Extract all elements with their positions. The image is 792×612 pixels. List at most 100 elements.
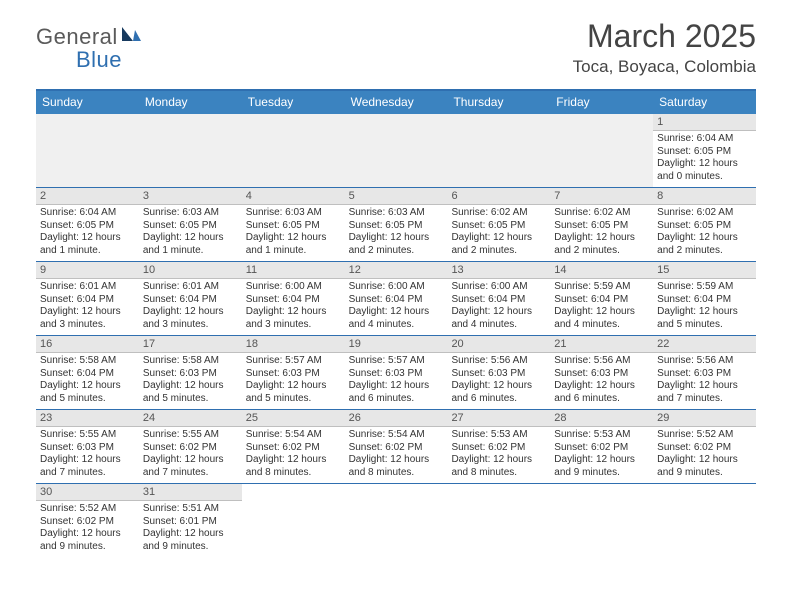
sunrise-text: Sunrise: 5:59 AM (653, 281, 756, 294)
sunrise-text: Sunrise: 5:57 AM (345, 355, 448, 368)
date-number: 22 (653, 336, 756, 353)
sunset-text: Sunset: 6:03 PM (447, 368, 550, 381)
daylight-text: Daylight: 12 hours and 5 minutes. (139, 380, 242, 405)
daylight-text: Daylight: 12 hours and 3 minutes. (36, 306, 139, 331)
day-cell: 31Sunrise: 5:51 AMSunset: 6:01 PMDayligh… (139, 484, 242, 557)
daylight-text: Daylight: 12 hours and 2 minutes. (345, 232, 448, 257)
date-number: 3 (139, 188, 242, 205)
sunset-text: Sunset: 6:01 PM (139, 516, 242, 529)
date-number: 28 (550, 410, 653, 427)
sunset-text: Sunset: 6:04 PM (36, 368, 139, 381)
day-cell: 7Sunrise: 6:02 AMSunset: 6:05 PMDaylight… (550, 188, 653, 261)
dayhead-row: SundayMondayTuesdayWednesdayThursdayFrid… (36, 91, 756, 114)
dayhead-tuesday: Tuesday (242, 91, 345, 114)
week-row: 16Sunrise: 5:58 AMSunset: 6:04 PMDayligh… (36, 336, 756, 410)
sunset-text: Sunset: 6:04 PM (139, 294, 242, 307)
sail-icon (120, 25, 142, 50)
daylight-text: Daylight: 12 hours and 0 minutes. (653, 158, 756, 183)
date-number: 19 (345, 336, 448, 353)
sunset-text: Sunset: 6:03 PM (36, 442, 139, 455)
sunrise-text: Sunrise: 6:03 AM (139, 207, 242, 220)
day-cell: 19 Sunrise: 5:57 AMSunset: 6:03 PMDayligh… (345, 336, 448, 409)
date-number: 30 (36, 484, 139, 501)
sunrise-text: Sunrise: 5:53 AM (550, 429, 653, 442)
sunrise-text: Sunrise: 5:51 AM (139, 503, 242, 516)
daylight-text: Daylight: 12 hours and 4 minutes. (447, 306, 550, 331)
daylight-text: Daylight: 12 hours and 9 minutes. (653, 454, 756, 479)
daylight-text: Daylight: 12 hours and 7 minutes. (36, 454, 139, 479)
day-cell: 6 Sunrise: 6:02 AMSunset: 6:05 PMDaylight… (447, 188, 550, 261)
daylight-text: Daylight: 12 hours and 6 minutes. (345, 380, 448, 405)
calendar: SundayMondayTuesdayWednesdayThursdayFrid… (36, 89, 756, 557)
sunset-text: Sunset: 6:03 PM (550, 368, 653, 381)
sunset-text: Sunset: 6:05 PM (242, 220, 345, 233)
daylight-text: Daylight: 12 hours and 3 minutes. (242, 306, 345, 331)
day-cell: 5Sunrise: 6:03 AMSunset: 6:05 PMDaylight… (345, 188, 448, 261)
sunrise-text: Sunrise: 5:55 AM (36, 429, 139, 442)
date-number: 6 (447, 188, 550, 205)
sunrise-text: Sunrise: 6:00 AM (447, 281, 550, 294)
location: Toca, Boyaca, Colombia (573, 57, 756, 77)
dayhead-saturday: Saturday (653, 91, 756, 114)
date-number: 31 (139, 484, 242, 501)
date-number: 11 (242, 262, 345, 279)
daylight-text: Daylight: 12 hours and 4 minutes. (345, 306, 448, 331)
day-cell: 30Sunrise: 5:52 AMSunset: 6:02 PMDayligh… (36, 484, 139, 557)
sunrise-text: Sunrise: 6:04 AM (36, 207, 139, 220)
date-number: 5 (345, 188, 448, 205)
sunrise-text: Sunrise: 5:57 AM (242, 355, 345, 368)
sunset-text: Sunset: 6:05 PM (447, 220, 550, 233)
date-number: 9 (36, 262, 139, 279)
sunrise-text: Sunrise: 5:58 AM (139, 355, 242, 368)
daylight-text: Daylight: 12 hours and 7 minutes. (653, 380, 756, 405)
daylight-text: Daylight: 12 hours and 6 minutes. (447, 380, 550, 405)
empty-cell: . (447, 114, 550, 187)
sunrise-text: Sunrise: 6:02 AM (447, 207, 550, 220)
date-number: 12 (345, 262, 448, 279)
date-number: 26 (345, 410, 448, 427)
day-cell: 8Sunrise: 6:02 AMSunset: 6:05 PMDaylight… (653, 188, 756, 261)
sunset-text: Sunset: 6:02 PM (36, 516, 139, 529)
day-cell: 4Sunrise: 6:03 AMSunset: 6:05 PMDaylight… (242, 188, 345, 261)
date-number: 15 (653, 262, 756, 279)
empty-cell: . (345, 114, 448, 187)
title-block: March 2025 Toca, Boyaca, Colombia (573, 18, 756, 77)
empty-cell: . (550, 484, 653, 557)
week-row: 9Sunrise: 6:01 AMSunset: 6:04 PMDaylight… (36, 262, 756, 336)
empty-cell: . (653, 484, 756, 557)
sunset-text: Sunset: 6:04 PM (653, 294, 756, 307)
sunset-text: Sunset: 6:05 PM (653, 146, 756, 159)
sunrise-text: Sunrise: 6:01 AM (36, 281, 139, 294)
weeks-container: ......1Sunrise: 6:04 AMSunset: 6:05 PMDa… (36, 114, 756, 557)
day-cell: 25Sunrise: 5:54 AMSunset: 6:02 PMDayligh… (242, 410, 345, 483)
daylight-text: Daylight: 12 hours and 8 minutes. (447, 454, 550, 479)
date-number: 16 (36, 336, 139, 353)
date-number: 13 (447, 262, 550, 279)
sunrise-text: Sunrise: 6:02 AM (653, 207, 756, 220)
sunrise-text: Sunrise: 5:56 AM (447, 355, 550, 368)
day-cell: 21Sunrise: 5:56 AMSunset: 6:03 PMDayligh… (550, 336, 653, 409)
empty-cell: . (345, 484, 448, 557)
week-row: 2Sunrise: 6:04 AMSunset: 6:05 PMDaylight… (36, 188, 756, 262)
day-cell: 22Sunrise: 5:56 AMSunset: 6:03 PMDayligh… (653, 336, 756, 409)
sunset-text: Sunset: 6:02 PM (345, 442, 448, 455)
month-title: March 2025 (573, 18, 756, 55)
dayhead-wednesday: Wednesday (345, 91, 448, 114)
date-number: 8 (653, 188, 756, 205)
week-row: ......1Sunrise: 6:04 AMSunset: 6:05 PMDa… (36, 114, 756, 188)
empty-cell: . (242, 114, 345, 187)
empty-cell: . (447, 484, 550, 557)
date-number: 10 (139, 262, 242, 279)
date-number: 25 (242, 410, 345, 427)
day-cell: 12Sunrise: 6:00 AMSunset: 6:04 PMDayligh… (345, 262, 448, 335)
dayhead-friday: Friday (550, 91, 653, 114)
daylight-text: Daylight: 12 hours and 2 minutes. (447, 232, 550, 257)
date-number: 7 (550, 188, 653, 205)
sunset-text: Sunset: 6:02 PM (447, 442, 550, 455)
sunset-text: Sunset: 6:04 PM (345, 294, 448, 307)
sunset-text: Sunset: 6:03 PM (345, 368, 448, 381)
sunrise-text: Sunrise: 5:52 AM (36, 503, 139, 516)
sunset-text: Sunset: 6:03 PM (242, 368, 345, 381)
daylight-text: Daylight: 12 hours and 3 minutes. (139, 306, 242, 331)
sunrise-text: Sunrise: 5:58 AM (36, 355, 139, 368)
